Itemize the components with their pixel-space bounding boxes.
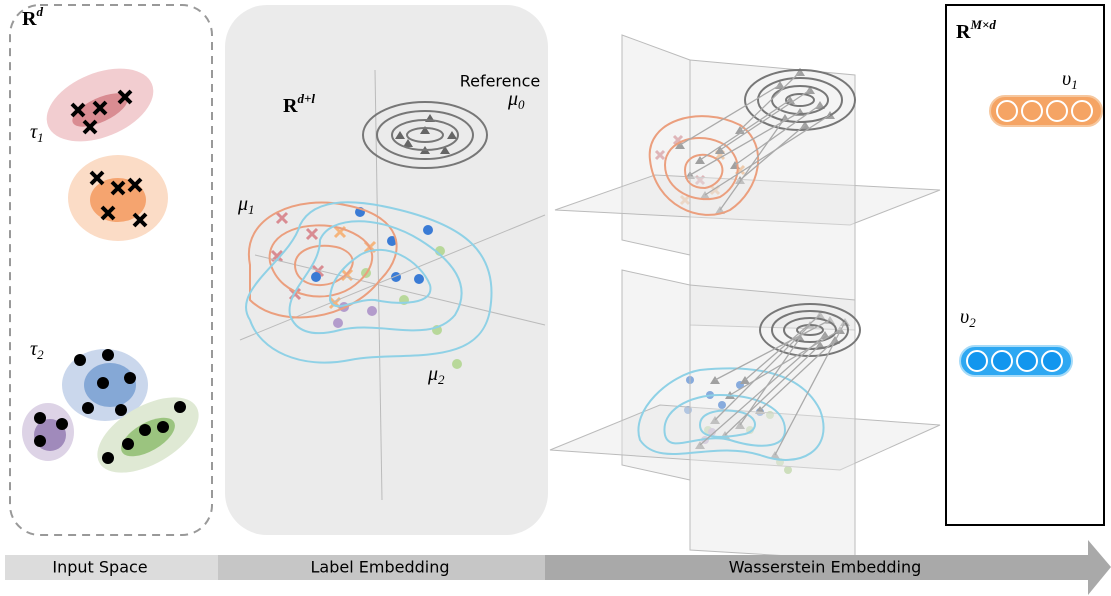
dot — [423, 225, 433, 235]
dot — [333, 318, 343, 328]
output-panel — [946, 5, 1104, 525]
dot — [56, 418, 68, 430]
cell — [1047, 101, 1067, 121]
dot — [367, 306, 377, 316]
task-2-label: τ2 — [30, 338, 44, 362]
dot — [124, 372, 136, 384]
dot — [157, 421, 169, 433]
cell — [1072, 101, 1092, 121]
cell — [1042, 351, 1062, 371]
dot — [311, 272, 321, 282]
reference-label: Reference — [460, 72, 541, 91]
cell — [967, 351, 987, 371]
input-space-label: Rd — [22, 4, 43, 30]
dot — [34, 412, 46, 424]
dot — [102, 452, 114, 464]
cell — [992, 351, 1012, 371]
dot — [139, 424, 151, 436]
dot — [174, 401, 186, 413]
dot — [452, 359, 462, 369]
dot — [102, 349, 114, 361]
dot — [122, 438, 134, 450]
stage-label: Label Embedding — [311, 558, 450, 577]
dot — [74, 354, 86, 366]
stage-label: Input Space — [52, 558, 147, 577]
stage-label: Wasserstein Embedding — [729, 558, 922, 577]
cell — [1017, 351, 1037, 371]
cell — [997, 101, 1017, 121]
figure: Rd τ1 τ2 Rd+l Reference μ0 μ1 μ2 RM×d υ1… — [0, 0, 1111, 596]
dot — [82, 402, 94, 414]
input-clusters — [22, 54, 211, 488]
planes — [550, 35, 940, 560]
dot — [97, 377, 109, 389]
dot — [414, 274, 424, 284]
task-1-label: τ1 — [30, 121, 44, 145]
cell — [1022, 101, 1042, 121]
dot — [34, 435, 46, 447]
dot — [115, 404, 127, 416]
stage-arrow — [5, 540, 1111, 595]
